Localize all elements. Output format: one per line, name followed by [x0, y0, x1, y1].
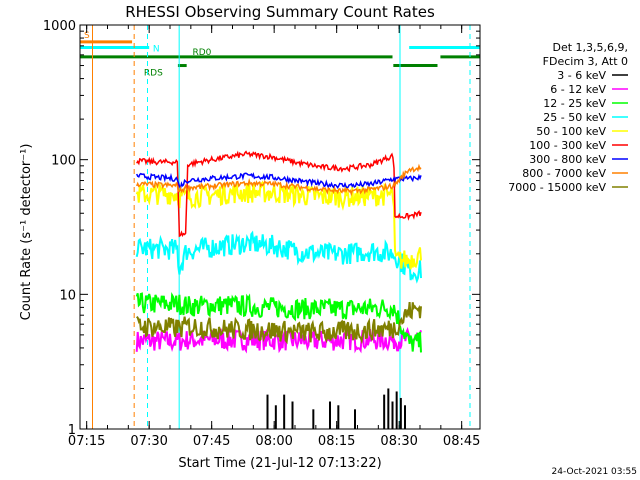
legend-header: FDecim 3, Att 0: [543, 55, 628, 68]
series-line: [135, 230, 422, 284]
series-100-300-kev: [136, 150, 422, 238]
flag-label: N: [153, 45, 160, 55]
observing-flags: S N RD0 RDS: [80, 31, 480, 79]
legend-entry-label: 6 - 12 keV: [550, 83, 606, 96]
series-line: [136, 172, 422, 192]
series-plot-area: [135, 150, 422, 429]
series-line: [135, 326, 422, 354]
legend-entry-label: 800 - 7000 keV: [522, 167, 606, 180]
legend-entry-label: 100 - 300 keV: [529, 139, 606, 152]
axes: 1 10 100 1000 07:15 07:30 07:45 08:00 08:15 08:30…: [43, 19, 480, 449]
x-tick-label: 08:15: [318, 434, 355, 449]
legend-entry-label: 3 - 6 keV: [557, 69, 606, 82]
series-25-50-kev: [135, 230, 422, 284]
series-300-800-kev: [136, 172, 422, 192]
y-tick-label: 1: [68, 423, 76, 438]
x-tick-label: 08:30: [380, 434, 417, 449]
x-tick-label: 07:15: [68, 434, 105, 449]
y-tick-label: 100: [51, 154, 76, 169]
legend-header: Det 1,3,5,6,9,: [552, 41, 628, 54]
x-tick-label: 08:45: [443, 434, 480, 449]
series-line: [135, 302, 422, 345]
footer-datestamp: 24-Oct-2021 03:55: [552, 467, 637, 477]
legend-entry-label: 50 - 100 keV: [536, 125, 606, 138]
series-6-12-kev: [135, 326, 422, 354]
y-axis-label: Count Rate (s⁻¹ detector⁻¹): [19, 144, 34, 321]
chart-title: RHESSI Observing Summary Count Rates: [125, 3, 435, 21]
event-markers: [92, 25, 471, 429]
series-line: [136, 163, 422, 197]
flag-label: S: [84, 31, 90, 41]
y-tick-label: 1000: [43, 19, 76, 34]
x-tick-label: 07:45: [193, 434, 230, 449]
legend-entry-label: 12 - 25 keV: [543, 97, 606, 110]
flag-label: RD0: [193, 48, 212, 58]
legend: Det 1,3,5,6,9,FDecim 3, Att 03 - 6 keV6 …: [508, 41, 628, 194]
x-tick-label: 08:00: [255, 434, 292, 449]
series-3-6-kev: [266, 388, 406, 429]
legend-entry-label: 300 - 800 keV: [529, 153, 606, 166]
x-axis-label: Start Time (21-Jul-12 07:13:22): [178, 456, 381, 471]
flag-label: RDS: [144, 69, 163, 79]
legend-entry-label: 25 - 50 keV: [543, 111, 606, 124]
series-line: [135, 291, 422, 353]
legend-entry-label: 7000 - 15000 keV: [508, 181, 606, 194]
y-tick-label: 10: [59, 288, 76, 303]
series-line: [136, 150, 422, 238]
series-12-25-kev: [135, 291, 422, 353]
series-800-7000-kev: [136, 163, 422, 197]
x-tick-label: 07:30: [130, 434, 167, 449]
plot-frame: [79, 24, 481, 430]
series-7000-15000-kev: [135, 302, 422, 345]
